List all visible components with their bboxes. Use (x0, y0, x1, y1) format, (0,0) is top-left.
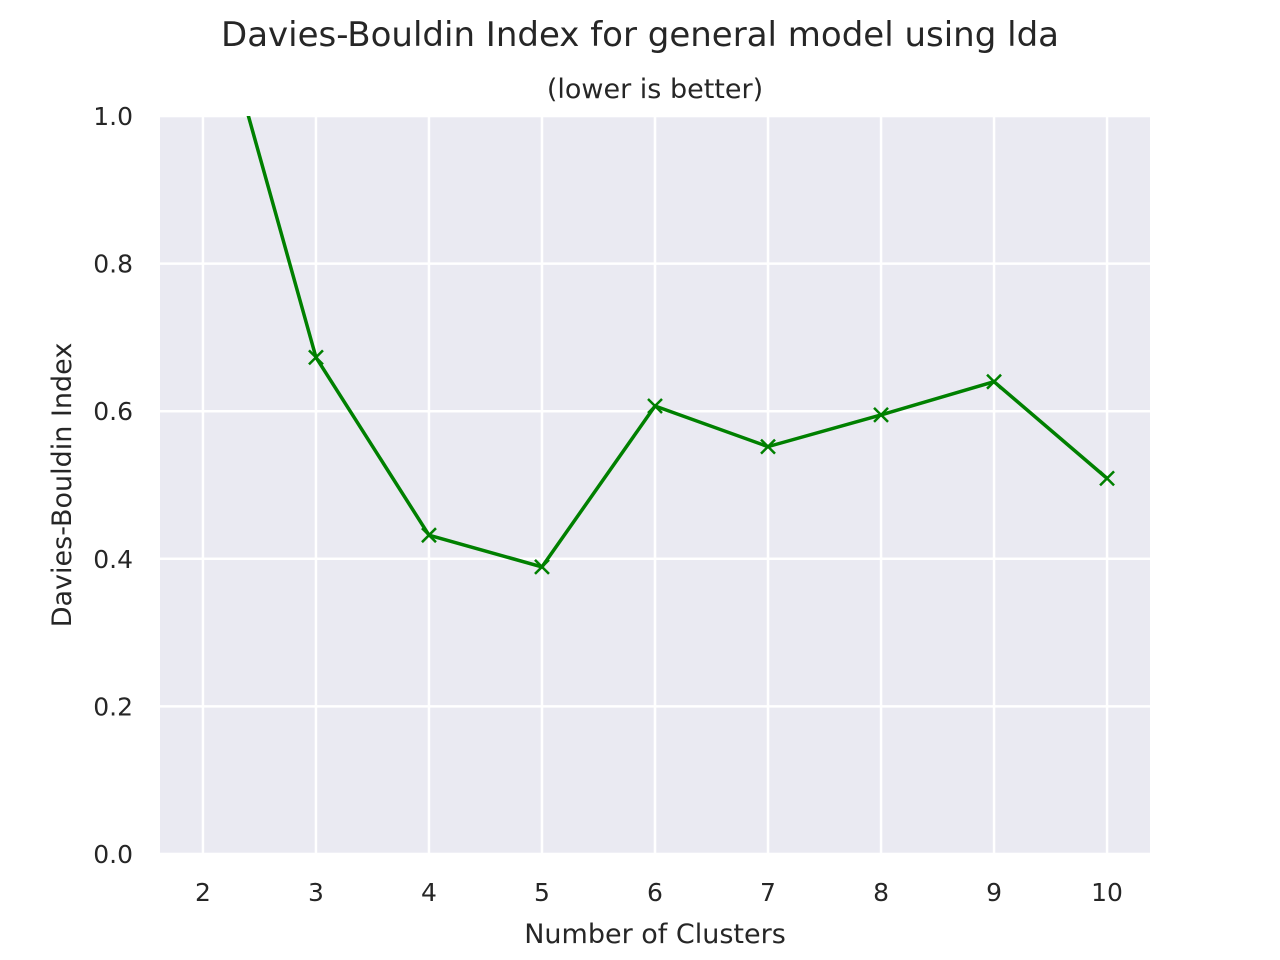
data-point-marker (760, 438, 776, 455)
data-point-marker (308, 349, 324, 366)
data-point-marker (647, 398, 663, 414)
gridlines (160, 114, 1150, 856)
x-tick-label: 2 (195, 878, 211, 907)
x-tick-label: 4 (421, 878, 437, 907)
y-tick-label: 0.8 (93, 250, 133, 279)
series-layer (246, 116, 1115, 575)
x-tick-label: 10 (1091, 878, 1123, 907)
data-point-marker (421, 527, 437, 544)
data-point-marker (1099, 470, 1115, 487)
y-tick-label: 0.2 (93, 692, 133, 721)
x-axis-label: Number of Clusters (524, 919, 786, 950)
x-tick-label: 3 (308, 878, 324, 907)
data-point-marker (534, 559, 550, 575)
y-tick-label: 0.0 (93, 840, 133, 869)
data-point-marker (986, 373, 1002, 390)
tick-labels: 2 3 4 5 6 7 8 9 10 0.0 0.2 0.4 0.6 0.8 1.0 (93, 102, 1123, 907)
x-tick-label: 7 (760, 878, 776, 907)
chart-title: Davies-Bouldin Index for general model u… (221, 15, 1059, 55)
y-axis-label: Davies-Bouldin Index (47, 343, 78, 628)
x-tick-label: 8 (873, 878, 889, 907)
chart-subtitle: (lower is better) (547, 74, 763, 105)
x-tick-label: 9 (986, 878, 1002, 907)
data-point-marker (873, 407, 889, 423)
y-tick-label: 0.6 (93, 397, 133, 426)
x-tick-label: 5 (534, 878, 550, 907)
y-tick-label: 1.0 (93, 102, 133, 131)
x-tick-label: 6 (647, 878, 663, 907)
y-tick-label: 0.4 (93, 545, 133, 574)
